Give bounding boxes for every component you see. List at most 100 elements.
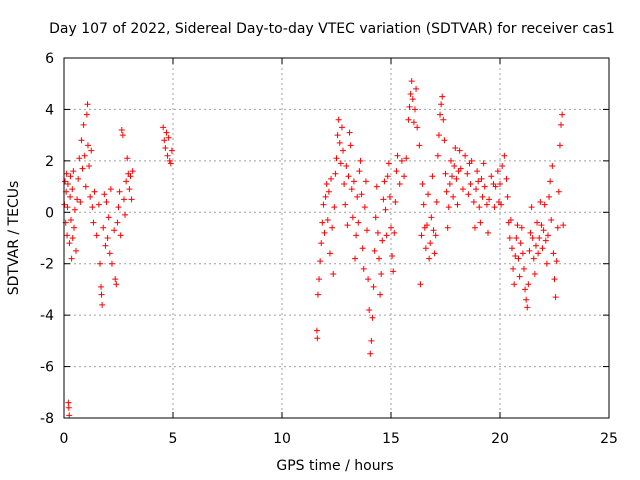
data-point (447, 157, 454, 164)
data-point (406, 103, 413, 110)
data-point (326, 250, 333, 257)
data-point (492, 183, 499, 190)
data-point (479, 193, 486, 200)
data-point (465, 191, 472, 198)
data-point (350, 178, 357, 185)
data-point (108, 260, 115, 267)
data-point (435, 132, 442, 139)
data-point (376, 255, 383, 262)
data-point (82, 183, 89, 190)
data-point (433, 199, 440, 205)
data-point (528, 204, 535, 211)
data-point (162, 145, 169, 151)
data-point (437, 111, 444, 118)
data-point (420, 201, 427, 208)
data-point (66, 240, 73, 247)
data-point (476, 204, 483, 211)
data-point (438, 101, 445, 108)
data-point (378, 271, 385, 277)
data-point (508, 245, 515, 252)
data-point (314, 291, 321, 298)
data-point (514, 222, 521, 229)
x-tick-label: 25 (600, 431, 618, 447)
data-point (64, 181, 71, 187)
y-tick-label: -4 (40, 308, 54, 324)
data-point (422, 245, 429, 252)
data-point (449, 173, 456, 180)
data-point (65, 399, 72, 406)
data-point (65, 404, 72, 411)
data-point (419, 181, 426, 187)
data-point (467, 181, 474, 187)
data-point (358, 191, 365, 198)
data-point (345, 173, 352, 180)
data-point (352, 255, 359, 262)
data-point (332, 170, 339, 177)
data-point (112, 276, 119, 283)
data-point (418, 232, 425, 239)
data-point (79, 165, 86, 172)
data-point (74, 196, 81, 203)
data-point (67, 193, 74, 200)
data-point (346, 129, 353, 136)
data-point (320, 201, 327, 208)
data-point (356, 168, 363, 175)
data-point (530, 255, 537, 262)
data-point (106, 250, 113, 257)
data-point (348, 186, 355, 193)
data-point (83, 111, 90, 118)
data-point (366, 307, 373, 313)
data-point (360, 265, 367, 272)
data-point (66, 412, 73, 419)
data-point (548, 217, 555, 223)
data-point (446, 181, 453, 187)
data-point (367, 350, 374, 357)
data-point (547, 178, 554, 185)
data-point (168, 147, 175, 154)
data-point (535, 250, 542, 257)
data-point (75, 175, 82, 182)
data-point (413, 85, 420, 92)
data-point (372, 214, 379, 221)
data-point (450, 193, 457, 200)
data-point (537, 199, 544, 205)
data-point (101, 191, 108, 198)
data-point (100, 224, 107, 231)
data-point (506, 235, 513, 241)
data-point (414, 124, 421, 131)
data-point (501, 152, 508, 159)
data-point (515, 255, 522, 262)
data-point (368, 337, 375, 344)
data-point (522, 286, 529, 293)
data-point (111, 227, 118, 234)
data-point (98, 291, 105, 298)
data-point (63, 170, 70, 177)
data-point (321, 229, 328, 236)
data-point (392, 199, 399, 205)
data-point (386, 193, 393, 200)
data-point (497, 181, 503, 187)
data-point (317, 258, 324, 265)
data-point (336, 139, 343, 146)
data-point (359, 245, 366, 252)
data-point (540, 227, 547, 234)
data-point (517, 240, 524, 247)
data-point (384, 173, 391, 180)
data-point (68, 255, 75, 262)
data-point (558, 121, 565, 128)
data-point (486, 196, 493, 203)
data-point (322, 193, 329, 200)
data-point (511, 281, 518, 288)
data-point (114, 219, 121, 226)
data-point (69, 186, 76, 193)
data-point (115, 204, 122, 211)
data-point (161, 137, 168, 144)
data-point (393, 168, 400, 175)
data-point (552, 294, 559, 301)
data-point (67, 173, 74, 180)
data-point (341, 181, 348, 187)
data-point (78, 137, 85, 144)
data-point (549, 163, 556, 169)
y-tick-label: 0 (45, 205, 54, 221)
